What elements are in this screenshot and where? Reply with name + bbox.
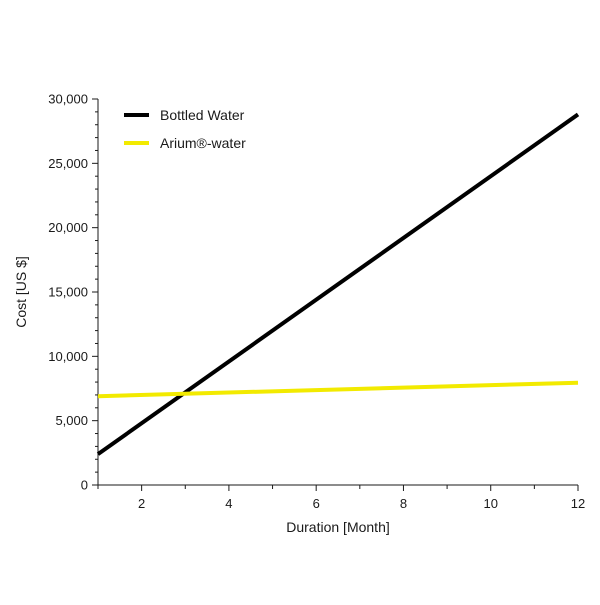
y-tick-label: 20,000: [48, 220, 88, 235]
x-tick-label: 6: [313, 496, 320, 511]
x-tick-label: 8: [400, 496, 407, 511]
y-tick-label: 30,000: [48, 92, 88, 107]
y-axis-title: Cost [US $]: [13, 256, 29, 328]
legend: Bottled Water Arium®-water: [124, 107, 246, 151]
x-tick-label: 4: [225, 496, 232, 511]
y-tick-label: 0: [81, 478, 88, 493]
y-tick-label: 15,000: [48, 285, 88, 300]
x-axis-title: Duration [Month]: [286, 519, 390, 535]
legend-label: Bottled Water: [160, 107, 245, 123]
legend-label: Arium®-water: [160, 135, 246, 151]
axes: [97, 99, 578, 486]
x-tick-label: 2: [138, 496, 145, 511]
x-tick-label: 12: [571, 496, 585, 511]
series-lines: [96, 112, 580, 456]
x-tick-label: 10: [483, 496, 497, 511]
ticks: 0 5,000 10,000 15,000 20,000 25,000 30,000 2 4 6 8…: [48, 92, 585, 512]
y-tick-label: 5,000: [55, 413, 88, 428]
y-tick-label: 25,000: [48, 156, 88, 171]
series-line-1: [97, 380, 579, 399]
series-line-0: [96, 112, 580, 456]
y-tick-label: 10,000: [48, 349, 88, 364]
